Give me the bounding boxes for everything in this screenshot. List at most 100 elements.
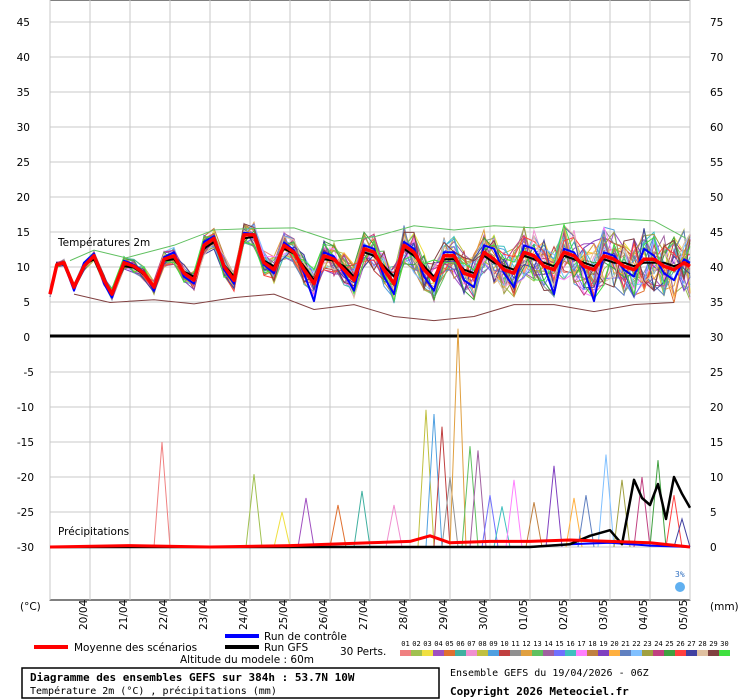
member-max-line xyxy=(69,218,687,262)
pert-number: 22 xyxy=(632,640,640,648)
pert-number: 10 xyxy=(500,640,508,648)
temp-tick-right: 70 xyxy=(710,52,723,64)
pert-swatch xyxy=(411,650,422,656)
pert-number: 18 xyxy=(588,640,596,648)
precip-member-spike xyxy=(329,504,347,548)
pert-number: 04 xyxy=(434,640,442,648)
temperature-panel-label: Températures 2m xyxy=(57,237,150,249)
precip-panel-label: Précipitations xyxy=(58,526,129,538)
pert-number: 06 xyxy=(456,640,464,648)
pert-number: 14 xyxy=(544,640,552,648)
right-unit-label: (mm) xyxy=(710,601,739,613)
pert-swatch xyxy=(455,650,466,656)
temp-tick-left: 25 xyxy=(17,157,30,169)
pert-swatch xyxy=(433,650,444,656)
pert-swatch xyxy=(466,650,477,656)
temp-tick-left: 40 xyxy=(17,52,30,64)
x-tick-label: 20/04 xyxy=(78,599,90,630)
precip-member-spike xyxy=(433,426,451,548)
precip-member-spike xyxy=(385,504,403,548)
pert-number: 29 xyxy=(709,640,717,648)
legend-mean-label: Moyenne des scénarios xyxy=(74,642,197,654)
precip-member-spike xyxy=(613,479,631,548)
precip-member-spike xyxy=(461,446,479,548)
pert-swatch xyxy=(708,650,719,656)
gfs-precip-line xyxy=(50,475,692,549)
pert-number: 05 xyxy=(445,640,453,648)
pert-number: 16 xyxy=(566,640,574,648)
precip-member-spike xyxy=(245,474,263,548)
temp-tick-right: 65 xyxy=(710,87,723,99)
temp-tick-right: 45 xyxy=(710,227,723,239)
temp-tick-left: 35 xyxy=(17,87,30,99)
precip-member-spike xyxy=(649,460,667,548)
x-tick-label: 28/04 xyxy=(398,599,410,630)
snow-marker: 3% xyxy=(675,570,685,592)
pert-swatch xyxy=(543,650,554,656)
temp-tick-left: 5 xyxy=(23,297,30,309)
precip-tick-right: 25 xyxy=(710,367,723,379)
x-tick-label: 04/05 xyxy=(638,600,650,630)
legend-gfs-label: Run GFS xyxy=(264,642,308,654)
pert-swatch xyxy=(510,650,521,656)
x-tick-label: 22/04 xyxy=(158,599,170,630)
x-tick-label: 25/04 xyxy=(278,599,290,630)
precip-member-spike xyxy=(297,497,315,548)
precip-tick-left: -25 xyxy=(17,507,34,519)
x-tick-label: 01/05 xyxy=(518,600,530,630)
pert-number: 09 xyxy=(489,640,497,648)
precip-member-spike xyxy=(633,476,651,548)
pert-number: 26 xyxy=(676,640,684,648)
precip-tick-right: 5 xyxy=(710,507,717,519)
pert-number: 02 xyxy=(412,640,420,648)
pert-number: 08 xyxy=(478,640,486,648)
x-tick-label: 29/04 xyxy=(438,599,450,630)
x-tick-label: 05/05 xyxy=(678,600,690,630)
pert-number: 13 xyxy=(533,640,541,648)
pert-swatch xyxy=(697,650,708,656)
pert-number: 03 xyxy=(423,640,431,648)
temp-tick-right: 75 xyxy=(710,17,723,29)
pert-number: 20 xyxy=(610,640,618,648)
temp-tick-right: 30 xyxy=(710,332,723,344)
pert-swatch xyxy=(653,650,664,656)
gridlines xyxy=(49,0,691,600)
pert-number: 19 xyxy=(599,640,607,648)
temp-tick-right: 50 xyxy=(710,192,723,204)
pert-swatch xyxy=(642,650,653,656)
precip-member-spike xyxy=(469,450,487,548)
precip-member-spike xyxy=(425,413,443,548)
main-series-lines xyxy=(48,231,692,549)
pert-swatch xyxy=(620,650,631,656)
x-tick-label: 03/05 xyxy=(598,600,610,630)
pert-number: 21 xyxy=(621,640,629,648)
precip-member-spike xyxy=(597,454,615,548)
pert-swatch xyxy=(609,650,620,656)
pert-swatch xyxy=(444,650,455,656)
precip-tick-right: 15 xyxy=(710,437,723,449)
precip-tick-left: -10 xyxy=(17,402,34,414)
left-unit-label: (°C) xyxy=(20,601,41,613)
perturbation-legend: 01 02 03 04 05 06 07 08 09 10 11 12 13 14 15 16 17 18 19 20… xyxy=(400,640,730,656)
precip-tick-right: 20 xyxy=(710,402,723,414)
x-tick-label: 26/04 xyxy=(318,599,330,630)
chart-title: Diagramme des ensembles GEFS sur 384h : … xyxy=(30,671,355,684)
snow-percent-label: 3% xyxy=(675,570,685,579)
precip-member-spike xyxy=(505,479,523,548)
temp-tick-left: 45 xyxy=(17,17,30,29)
pert-swatch xyxy=(499,650,510,656)
pert-swatch xyxy=(554,650,565,656)
info-box xyxy=(21,667,440,699)
x-tick-label: 30/04 xyxy=(478,599,490,630)
pert-swatch xyxy=(686,650,697,656)
precip-tick-left: -5 xyxy=(24,367,34,379)
pert-swatch xyxy=(576,650,587,656)
pert-number: 25 xyxy=(665,640,673,648)
precip-member-spike xyxy=(525,502,543,548)
pert-swatch xyxy=(587,650,598,656)
x-tick-label: 02/05 xyxy=(558,600,570,630)
pert-swatch xyxy=(400,650,411,656)
precip-member-spike xyxy=(577,495,595,548)
